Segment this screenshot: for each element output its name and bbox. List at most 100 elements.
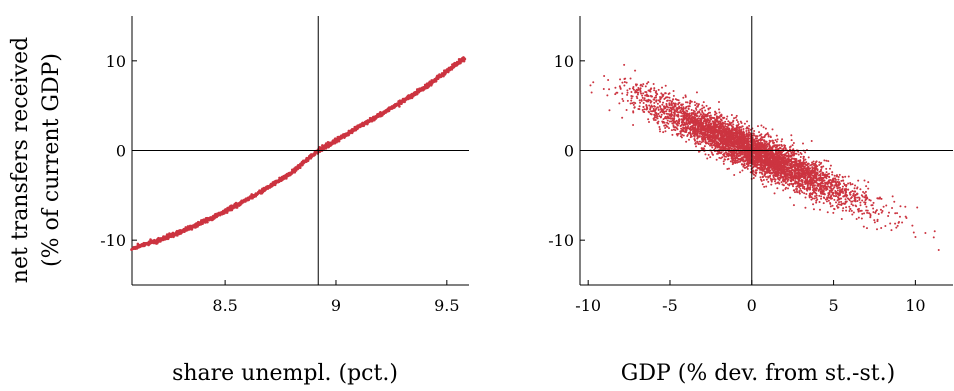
- right-point: [812, 203, 815, 206]
- right-point: [709, 156, 712, 159]
- right-point: [872, 201, 875, 204]
- right-point: [633, 106, 636, 109]
- right-point: [666, 119, 669, 122]
- right-point: [690, 108, 693, 111]
- right-point: [667, 127, 670, 130]
- right-panel: 100-10-10 -5 0 5 10 GDP (% dev. from st.-st.…: [548, 16, 953, 386]
- right-point: [641, 94, 644, 97]
- right-point: [619, 78, 622, 81]
- right-point: [818, 170, 821, 173]
- right-point: [642, 110, 645, 113]
- right-point: [735, 114, 738, 117]
- right-point: [778, 179, 781, 182]
- right-point: [660, 113, 663, 116]
- right-point: [695, 145, 697, 148]
- right-point: [688, 102, 691, 105]
- left-x-tick-label: 9: [331, 296, 341, 315]
- right-point: [795, 152, 798, 155]
- right-point: [827, 199, 830, 202]
- right-point: [703, 145, 706, 148]
- right-point: [718, 116, 721, 119]
- right-point: [662, 131, 665, 134]
- right-point: [621, 97, 624, 100]
- right-point: [662, 101, 665, 104]
- right-point: [652, 107, 655, 110]
- right-point: [705, 104, 708, 107]
- right-point: [637, 86, 640, 89]
- right-point: [638, 105, 641, 108]
- right-point: [773, 192, 776, 195]
- right-point: [899, 205, 902, 208]
- right-point: [682, 106, 685, 109]
- right-point: [734, 116, 737, 119]
- right-point: [836, 206, 839, 209]
- right-point: [693, 138, 696, 141]
- left-point: [462, 57, 466, 61]
- right-point: [819, 173, 822, 176]
- left-point: [230, 208, 234, 212]
- right-point: [896, 224, 899, 227]
- right-point: [836, 189, 839, 192]
- right-point: [914, 235, 917, 238]
- right-point: [863, 179, 866, 182]
- right-point: [871, 204, 874, 207]
- right-point: [861, 199, 864, 202]
- left-y-tick-label: 10: [106, 52, 126, 71]
- right-point: [798, 186, 801, 189]
- right-point: [623, 84, 626, 87]
- right-point: [661, 103, 664, 106]
- right-point: [837, 203, 840, 206]
- right-point: [842, 207, 845, 210]
- right-point: [695, 91, 698, 94]
- right-point: [671, 100, 674, 103]
- right-point: [916, 206, 919, 209]
- right-point: [668, 96, 671, 99]
- right-point: [894, 212, 897, 215]
- right-point: [747, 127, 750, 130]
- right-point: [682, 96, 685, 99]
- right-point: [672, 89, 675, 92]
- right-point: [632, 123, 635, 126]
- right-point: [877, 213, 880, 216]
- right-point: [666, 99, 669, 102]
- right-point: [629, 102, 632, 105]
- right-plot-area: 100-10-10 -5 0 5 10: [548, 16, 953, 315]
- right-point: [851, 200, 854, 203]
- right-point: [680, 103, 683, 106]
- right-point: [717, 100, 720, 103]
- right-point: [761, 168, 764, 171]
- right-point: [851, 183, 854, 186]
- right-point: [623, 63, 626, 66]
- right-point: [912, 231, 915, 234]
- right-point: [666, 96, 669, 99]
- right-point: [685, 140, 688, 143]
- right-point: [856, 200, 859, 202]
- right-point: [893, 200, 896, 203]
- right-point: [642, 102, 645, 104]
- right-point: [659, 96, 662, 98]
- right-point: [820, 161, 823, 164]
- right-point: [730, 114, 733, 117]
- right-point: [694, 104, 697, 107]
- right-point: [805, 192, 808, 195]
- right-point: [758, 134, 761, 137]
- right-point: [643, 97, 646, 100]
- right-point: [645, 108, 648, 111]
- right-point: [932, 236, 935, 239]
- y-axis-label-line-2: (% of current GDP): [39, 53, 64, 267]
- right-point: [849, 183, 852, 186]
- right-point: [856, 187, 859, 190]
- right-point: [876, 228, 878, 231]
- right-point: [754, 174, 757, 177]
- right-point: [840, 200, 843, 203]
- right-point: [642, 105, 645, 108]
- left-plot-area: 100-108.5 9 9.5: [100, 16, 469, 315]
- right-point: [708, 114, 711, 117]
- right-point: [898, 215, 901, 218]
- left-point: [235, 206, 239, 209]
- right-point: [694, 142, 697, 145]
- right-point: [775, 134, 778, 137]
- right-point: [658, 128, 661, 131]
- right-point: [754, 169, 757, 172]
- right-point: [852, 194, 855, 197]
